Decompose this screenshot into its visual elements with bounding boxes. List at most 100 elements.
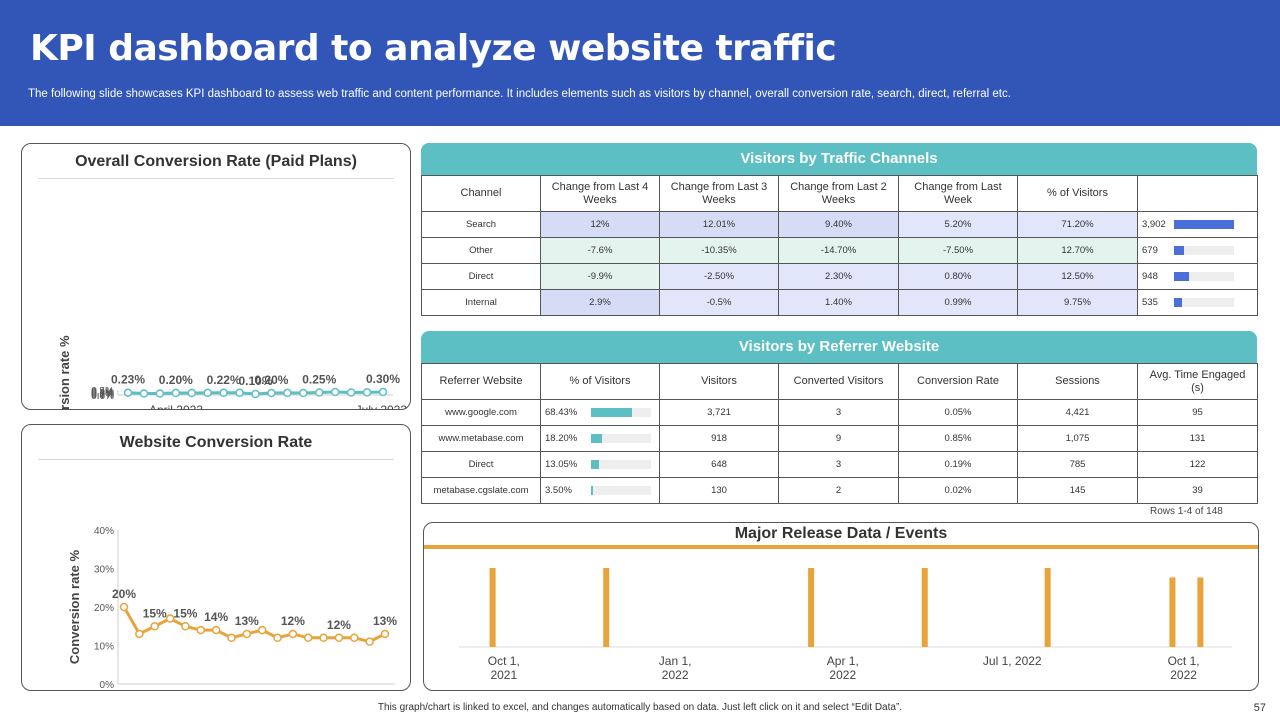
traffic-cell-c4: -7.6%	[540, 237, 660, 264]
x-tick-label: 2021	[490, 668, 517, 682]
pct-bar	[591, 459, 599, 469]
y-tick-label: 0.2%	[91, 389, 114, 400]
x-tick-label: 2022	[662, 668, 689, 682]
pct-value: 3.50%	[545, 484, 572, 496]
traffic-row: Other -7.6% -10.35% -14.70% -7.50% 12.70% 679	[421, 237, 1258, 264]
referrer-col-visitors: Visitors	[659, 363, 779, 400]
x-axis-title: Date	[827, 688, 855, 690]
referrer-col-time: Avg. Time Engaged (s)	[1137, 363, 1258, 400]
referrer-cell-converted: 2	[778, 477, 899, 504]
page-subtitle: The following slide showcases KPI dashbo…	[28, 88, 1011, 100]
pct-value: 13.05%	[545, 458, 578, 470]
referrer-row: Direct 13.05% 648 3 0.19% 785 122	[421, 451, 1258, 478]
data-label: 12%	[281, 614, 305, 628]
data-label: 0.25%	[302, 373, 336, 387]
data-point	[187, 388, 196, 398]
data-label: 20%	[112, 587, 136, 601]
referrer-col-sessions: Sessions	[1017, 363, 1138, 400]
referrer-cell-pct: 18.20%	[540, 425, 660, 452]
traffic-cell-c1: 5.20%	[898, 211, 1018, 238]
data-label-text: 14%	[204, 610, 228, 624]
referrer-col-pct: % of Visitors	[540, 363, 660, 400]
data-point	[380, 629, 390, 639]
overall-conversion-rule	[38, 178, 394, 179]
data-label: 0.10%	[238, 374, 272, 388]
referrer-col-site: Referrer Website	[421, 363, 541, 400]
y-tick-label: 20%	[94, 603, 114, 614]
referrer-row: metabase.cgslate.com 3.50% 130 2 0.02% 145 39	[421, 477, 1258, 504]
data-point	[346, 388, 356, 397]
traffic-header-row: Channel Change from Last 4 Weeks Change …	[421, 175, 1258, 212]
data-point	[203, 388, 212, 398]
data-label: 12%	[327, 618, 351, 632]
traffic-cell-pct: 9.75%	[1017, 289, 1138, 316]
x-tick-label: Jan 1,	[659, 654, 692, 668]
traffic-cell-channel: Other	[421, 237, 541, 264]
pct-bar	[591, 485, 594, 495]
traffic-cell-c3: -2.50%	[659, 263, 779, 290]
data-label: 0.22%	[207, 373, 241, 387]
traffic-cell-c1: -7.50%	[898, 237, 1018, 264]
visitors-bar-track	[1174, 219, 1234, 229]
data-point	[211, 625, 221, 635]
data-point	[242, 629, 252, 639]
y-tick-label: 0.4%	[91, 387, 114, 398]
x-tick-label: Oct 1,	[1168, 654, 1200, 668]
data-label-text: 0.20%	[159, 373, 193, 387]
visitors-bar-track	[1174, 245, 1234, 255]
data-label-text: 15%	[173, 606, 197, 620]
footer-note: This graph/chart is linked to excel, and…	[377, 702, 903, 713]
y-axis-title: Conversion rate %	[67, 549, 82, 664]
traffic-row: Search 12% 12.01% 9.40% 5.20% 71.20% 3,902	[421, 211, 1258, 238]
y-tick-label: 0.5%	[91, 386, 114, 397]
data-point	[267, 388, 276, 398]
data-point	[155, 389, 165, 398]
traffic-cell-channel: Internal	[421, 289, 541, 316]
data-label: 14%	[204, 610, 228, 624]
y-tick-label: 0.3%	[91, 388, 114, 399]
pct-bar	[591, 407, 633, 417]
event-bar	[603, 568, 610, 647]
data-label: 0.23%	[111, 373, 145, 387]
release-events-title: Major Release Data / Events	[734, 525, 948, 542]
data-point	[378, 387, 388, 397]
rows-count-note: Rows 1-4 of 148	[1150, 506, 1223, 517]
traffic-cell-c2: 9.40%	[778, 211, 899, 238]
data-point	[181, 622, 190, 631]
referrer-cell-visitors: 918	[659, 425, 779, 452]
referrer-cell-rate: 0.19%	[898, 451, 1018, 478]
data-label: 15%	[173, 606, 197, 620]
visitors-bar	[1174, 245, 1185, 255]
traffic-col-pct: % of Visitors	[1017, 175, 1138, 212]
data-point	[288, 629, 298, 639]
pct-bar-track	[591, 407, 651, 417]
referrer-cell-visitors: 3,721	[659, 399, 779, 426]
data-label-text: 0.22%	[207, 373, 241, 387]
traffic-col-visitors	[1137, 175, 1258, 212]
data-point	[171, 388, 181, 398]
visitors-value: 679	[1142, 244, 1158, 256]
visitors-value: 3,902	[1142, 218, 1166, 230]
referrer-cell-site: Direct	[421, 451, 541, 478]
data-label-text: 0.30%	[366, 372, 400, 386]
traffic-channels-header: Visitors by Traffic Channels	[421, 143, 1257, 175]
traffic-col-channel: Channel	[421, 175, 541, 212]
data-label: 0.30%	[366, 372, 400, 386]
data-point	[319, 633, 328, 643]
referrer-cell-time: 131	[1137, 425, 1258, 452]
referrer-cell-time: 39	[1137, 477, 1258, 504]
data-point	[251, 389, 260, 399]
data-label-text: 0.20%	[254, 373, 288, 387]
traffic-channels-table: Channel Change from Last 4 Weeks Change …	[421, 175, 1258, 316]
traffic-cell-visitors: 3,902	[1137, 211, 1258, 238]
data-point	[257, 625, 267, 635]
data-label: 13%	[373, 614, 397, 628]
traffic-cell-c2: 2.30%	[778, 263, 899, 290]
x-tick-label: 2022	[1170, 668, 1197, 682]
event-bar	[921, 568, 928, 647]
visitors-bar-track	[1174, 271, 1234, 281]
data-point	[219, 388, 228, 398]
traffic-cell-c2: -14.70%	[778, 237, 899, 264]
data-point	[139, 389, 149, 398]
